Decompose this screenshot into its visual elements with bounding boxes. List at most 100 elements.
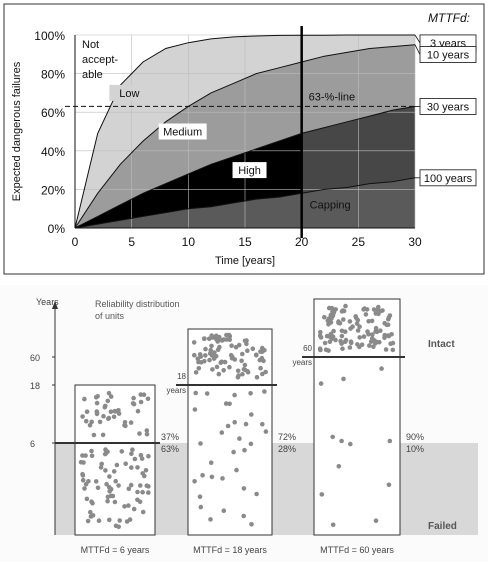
y-tick-label: 60% (41, 106, 65, 120)
unit-dot (145, 396, 151, 402)
unit-dot (105, 398, 111, 404)
unit-dot (80, 453, 85, 458)
unit-dot (116, 408, 121, 413)
unit-dot (107, 474, 112, 479)
unit-dot (373, 329, 378, 334)
unit-dot (112, 499, 118, 505)
unit-dot (263, 429, 269, 434)
unit-dot (137, 431, 142, 436)
unit-dot (386, 333, 392, 339)
unit-dot (210, 367, 215, 372)
failed-percent-6: 63% (161, 444, 179, 454)
x-tick-label: 5 (128, 235, 135, 249)
unit-dot (353, 314, 359, 319)
years-axis-arrow (52, 301, 58, 309)
unit-dot (318, 347, 323, 353)
collective-label-6: MTTFd = 6 years (81, 545, 150, 555)
unit-dot (260, 371, 265, 377)
unit-dot (112, 408, 117, 414)
unit-dot (87, 422, 93, 428)
unit-dot (192, 479, 197, 484)
unit-dot (111, 469, 117, 474)
unit-dot (245, 348, 250, 353)
unit-dot (248, 441, 254, 447)
unit-dot (378, 328, 383, 333)
unit-dot (103, 403, 108, 409)
unit-dot (143, 468, 149, 473)
unit-dot (135, 497, 140, 503)
unit-dot (323, 347, 329, 352)
years-axis-label: Years (36, 297, 59, 307)
unit-dot (240, 351, 245, 357)
unit-dot (113, 478, 118, 484)
unit-dot (343, 303, 348, 309)
series-line-30 (74, 105, 416, 229)
unit-dot (202, 336, 207, 341)
unit-dot (227, 334, 233, 339)
unit-dot (366, 319, 372, 324)
unit-dot (84, 409, 90, 414)
unit-dot (372, 338, 377, 343)
unit-dot (239, 358, 244, 364)
unit-dot (141, 392, 147, 397)
years-tick-label: 18 (30, 381, 40, 391)
chart2-title-line2: of units (95, 311, 125, 321)
unit-dot (132, 456, 138, 462)
unit-dot (231, 449, 236, 455)
unit-dot (363, 312, 369, 317)
unit-dot (249, 522, 254, 527)
unit-dot (98, 465, 104, 470)
unit-dot (138, 483, 143, 488)
unit-dot (361, 334, 367, 339)
intact-percent-60: 90% (406, 432, 424, 442)
legend-box-30 (419, 98, 477, 115)
unit-dot (373, 311, 379, 316)
unit-dot (262, 389, 267, 394)
unit-dot (341, 376, 346, 382)
unit-dot (101, 413, 106, 419)
reliability-distribution-chart: Years Reliability distribution of units 6 18… (0, 285, 488, 562)
unit-dot (331, 310, 337, 315)
unit-dot (263, 369, 268, 375)
legend-title: MTTFd: (428, 11, 470, 25)
unit-dot (212, 350, 217, 355)
unit-dot (192, 407, 198, 412)
unit-dot (105, 449, 110, 455)
series-line-3 (74, 34, 415, 229)
unit-dot (322, 340, 328, 346)
unit-dot (138, 399, 144, 405)
unit-dot (82, 396, 87, 402)
unit-dot (339, 341, 344, 346)
unit-dot (130, 447, 135, 452)
unit-dot (225, 423, 231, 429)
unit-dot (126, 503, 131, 508)
years-tick-label: 60 (30, 353, 40, 363)
unit-dot (339, 333, 345, 339)
unit-dot (318, 329, 323, 335)
y-axis-label: Expected dangerous failures (11, 61, 23, 201)
unit-dot (347, 319, 353, 324)
unit-dot (215, 347, 221, 352)
unit-dot (348, 326, 353, 331)
unit-dot (140, 489, 145, 495)
failed-percent-60: 10% (406, 444, 424, 454)
region-label-medium: Medium (163, 127, 202, 139)
unit-dot (383, 347, 389, 352)
unit-dot (355, 328, 361, 333)
y-tick-label: 100% (34, 29, 65, 43)
unit-dot (116, 483, 121, 488)
unit-dot (390, 347, 396, 353)
unit-dot (359, 342, 365, 347)
unit-dot (319, 492, 325, 497)
unit-dot (108, 486, 114, 492)
collective-label-60: MTTFd = 60 years (320, 545, 394, 555)
unit-dot (214, 364, 220, 370)
intact-percent-18: 72% (278, 432, 296, 442)
failed-percent-18: 28% (278, 444, 296, 454)
unit-dot (367, 343, 372, 348)
unit-dot (347, 345, 353, 350)
series-line-100 (74, 177, 416, 229)
unit-dot (317, 333, 323, 339)
unit-dot (129, 451, 134, 457)
mttf-line-value-18: 18 (177, 372, 186, 381)
